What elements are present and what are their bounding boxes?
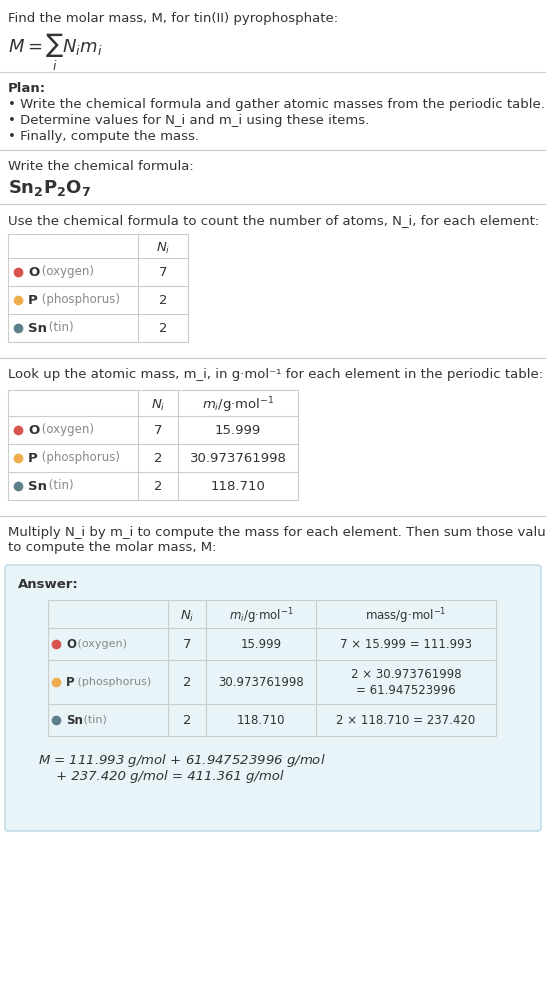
Text: 2: 2: [159, 321, 167, 335]
Text: Write the chemical formula:: Write the chemical formula:: [8, 160, 194, 173]
Text: 2: 2: [183, 713, 191, 726]
Text: = 61.947523996: = 61.947523996: [356, 684, 456, 697]
Text: (tin): (tin): [45, 479, 74, 492]
Text: 2: 2: [159, 293, 167, 306]
Text: • Write the chemical formula and gather atomic masses from the periodic table.: • Write the chemical formula and gather …: [8, 98, 545, 111]
Text: $M$ = 111.993 g/mol + 61.947523996 g/mol: $M$ = 111.993 g/mol + 61.947523996 g/mol: [38, 752, 326, 769]
Text: 118.710: 118.710: [237, 713, 285, 726]
Text: (phosphorus): (phosphorus): [38, 452, 120, 464]
Text: Multiply N_i by m_i to compute the mass for each element. Then sum those values
: Multiply N_i by m_i to compute the mass …: [8, 526, 546, 554]
Text: $\mathbf{Sn_2P_2O_7}$: $\mathbf{Sn_2P_2O_7}$: [8, 178, 91, 198]
Text: 2: 2: [183, 676, 191, 689]
Text: Answer:: Answer:: [18, 578, 79, 591]
Text: 7: 7: [159, 266, 167, 279]
Text: Look up the atomic mass, m_i, in g·mol⁻¹ for each element in the periodic table:: Look up the atomic mass, m_i, in g·mol⁻¹…: [8, 368, 543, 381]
Text: O: O: [28, 424, 39, 437]
Text: 15.999: 15.999: [240, 637, 282, 650]
Text: 2 × 118.710 = 237.420: 2 × 118.710 = 237.420: [336, 713, 476, 726]
Text: (phosphorus): (phosphorus): [74, 677, 151, 687]
Text: • Determine values for N_i and m_i using these items.: • Determine values for N_i and m_i using…: [8, 114, 369, 127]
Text: (oxygen): (oxygen): [38, 424, 93, 437]
Text: 30.973761998: 30.973761998: [189, 452, 287, 464]
FancyBboxPatch shape: [5, 565, 541, 831]
Text: Find the molar mass, M, for tin(II) pyrophosphate:: Find the molar mass, M, for tin(II) pyro…: [8, 12, 338, 25]
Text: $N_i$: $N_i$: [156, 240, 170, 256]
Text: 15.999: 15.999: [215, 424, 261, 437]
Text: 30.973761998: 30.973761998: [218, 676, 304, 689]
Text: Sn: Sn: [28, 479, 47, 492]
Text: O: O: [66, 637, 76, 650]
Text: + 237.420 g/mol = 411.361 g/mol: + 237.420 g/mol = 411.361 g/mol: [56, 770, 283, 783]
Text: $m_i$/g·mol$^{-1}$: $m_i$/g·mol$^{-1}$: [229, 607, 293, 625]
Text: (phosphorus): (phosphorus): [38, 293, 120, 306]
Text: 7: 7: [183, 637, 191, 650]
Text: $N_i$: $N_i$: [180, 609, 194, 623]
Text: • Finally, compute the mass.: • Finally, compute the mass.: [8, 130, 199, 143]
Bar: [48, 600, 496, 736]
Text: 2 × 30.973761998: 2 × 30.973761998: [351, 668, 461, 681]
Text: $m_i$/g·mol$^{-1}$: $m_i$/g·mol$^{-1}$: [201, 395, 274, 415]
Bar: [8, 234, 188, 342]
Text: P: P: [28, 293, 38, 306]
Text: mass/g·mol$^{-1}$: mass/g·mol$^{-1}$: [365, 607, 447, 625]
Text: (oxygen): (oxygen): [74, 639, 127, 649]
Text: Plan:: Plan:: [8, 82, 46, 95]
Text: O: O: [28, 266, 39, 279]
Text: 2: 2: [154, 479, 162, 492]
Text: Sn: Sn: [66, 713, 83, 726]
Text: 7 × 15.999 = 111.993: 7 × 15.999 = 111.993: [340, 637, 472, 650]
Text: Use the chemical formula to count the number of atoms, N_i, for each element:: Use the chemical formula to count the nu…: [8, 214, 539, 227]
Text: 2: 2: [154, 452, 162, 464]
Bar: [8, 390, 298, 500]
Text: (oxygen): (oxygen): [38, 266, 93, 279]
Text: Sn: Sn: [28, 321, 47, 335]
Text: P: P: [28, 452, 38, 464]
Text: 7: 7: [154, 424, 162, 437]
Text: $N_i$: $N_i$: [151, 397, 165, 413]
Text: (tin): (tin): [45, 321, 74, 335]
Text: P: P: [66, 676, 75, 689]
Text: (tin): (tin): [80, 715, 107, 725]
Text: $M = \sum_i N_i m_i$: $M = \sum_i N_i m_i$: [8, 32, 103, 73]
Text: 118.710: 118.710: [211, 479, 265, 492]
